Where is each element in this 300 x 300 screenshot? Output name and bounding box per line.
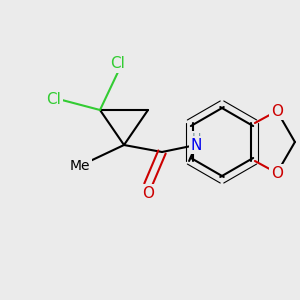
Text: O: O [271,103,283,118]
Text: H: H [191,133,201,146]
Text: O: O [271,166,283,181]
Text: Me: Me [70,159,90,173]
Text: N: N [190,137,202,152]
Text: Cl: Cl [111,56,125,71]
Text: Cl: Cl [46,92,62,107]
Text: O: O [142,185,154,200]
